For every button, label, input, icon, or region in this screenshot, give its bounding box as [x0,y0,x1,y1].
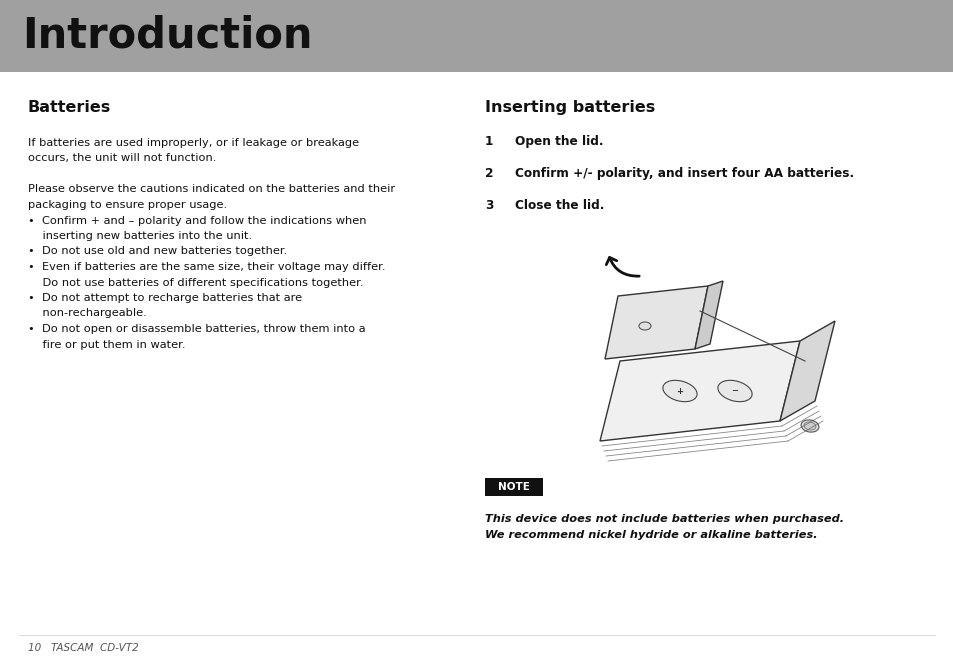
Text: occurs, the unit will not function.: occurs, the unit will not function. [28,154,216,164]
Text: Confirm +/- polarity, and insert four AA batteries.: Confirm +/- polarity, and insert four AA… [515,167,853,180]
Text: +: + [676,386,682,395]
Text: •  Do not attempt to recharge batteries that are: • Do not attempt to recharge batteries t… [28,293,302,303]
Text: Close the lid.: Close the lid. [515,199,604,212]
Bar [0,0,953,72]
Text: Please observe the cautions indicated on the batteries and their: Please observe the cautions indicated on… [28,185,395,195]
Polygon shape [604,286,707,359]
Ellipse shape [662,380,697,402]
Text: We recommend nickel hydride or alkaline batteries.: We recommend nickel hydride or alkaline … [484,530,817,540]
Ellipse shape [718,380,751,402]
Polygon shape [599,341,800,441]
Text: •  Do not open or disassemble batteries, throw them into a: • Do not open or disassemble batteries, … [28,324,365,334]
Text: 10   TASCAM  CD-VT2: 10 TASCAM CD-VT2 [28,643,138,653]
Bar [484,478,542,496]
Text: •  Confirm + and – polarity and follow the indications when: • Confirm + and – polarity and follow th… [28,215,366,225]
Text: inserting new batteries into the unit.: inserting new batteries into the unit. [28,231,252,241]
Text: packaging to ensure proper usage.: packaging to ensure proper usage. [28,200,227,210]
Text: Open the lid.: Open the lid. [515,135,603,148]
Polygon shape [695,281,722,349]
Ellipse shape [801,420,818,432]
Text: Batteries: Batteries [28,100,112,115]
Text: Inserting batteries: Inserting batteries [484,100,655,115]
Text: Do not use batteries of different specifications together.: Do not use batteries of different specif… [28,278,363,287]
Text: NOTE: NOTE [497,482,529,492]
Text: •  Do not use old and new batteries together.: • Do not use old and new batteries toget… [28,246,287,256]
Text: fire or put them in water.: fire or put them in water. [28,340,185,350]
Text: −: − [731,386,738,395]
Text: non-rechargeable.: non-rechargeable. [28,309,147,319]
Ellipse shape [803,422,815,430]
Text: 2: 2 [484,167,493,180]
Text: •  Even if batteries are the same size, their voltage may differ.: • Even if batteries are the same size, t… [28,262,385,272]
Text: 1: 1 [484,135,493,148]
Text: Introduction: Introduction [22,15,313,57]
Text: If batteries are used improperly, or if leakage or breakage: If batteries are used improperly, or if … [28,138,358,148]
Text: 3: 3 [484,199,493,212]
Ellipse shape [639,322,650,330]
Polygon shape [780,321,834,421]
Text: This device does not include batteries when purchased.: This device does not include batteries w… [484,514,843,524]
